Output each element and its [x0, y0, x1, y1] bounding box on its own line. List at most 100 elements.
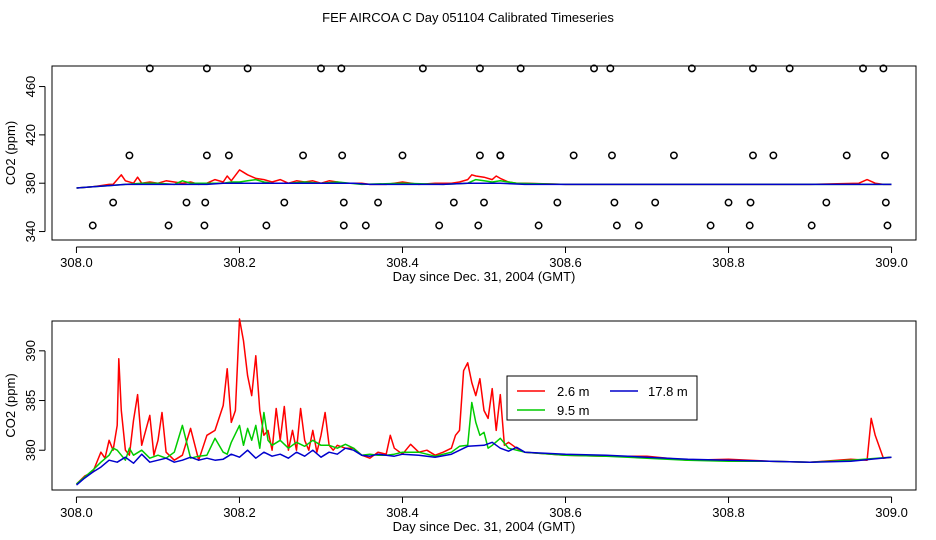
flagged-point-low-upper: [724, 198, 733, 207]
bottom-y-axis: 380 385 390: [23, 340, 46, 461]
flagged-point-mid: [475, 151, 484, 160]
top-panel: 308.0 308.2 308.4 308.6 308.8 309.0 340 380 420…: [3, 64, 917, 284]
flagged-point-mid: [881, 151, 889, 160]
flagged-point-low-upper: [746, 198, 755, 207]
flagged-point-low: [634, 221, 643, 230]
flagged-point-low: [807, 221, 816, 230]
flagged-point-low-upper: [480, 198, 488, 207]
flagged-point-low-upper: [553, 198, 562, 207]
flagged-point-high: [687, 64, 696, 73]
flagged-point-mid: [299, 151, 307, 160]
flagged-point-low-upper: [610, 198, 619, 207]
flagged-point-mid: [569, 151, 578, 160]
flagged-point-high: [590, 64, 598, 73]
top-x-axis-label: Day since Dec. 31, 2004 (GMT): [393, 269, 576, 284]
top-flagged-points: [88, 64, 892, 230]
flagged-point-low: [361, 221, 370, 230]
flagged-point-high: [516, 64, 525, 73]
flagged-point-high: [243, 64, 252, 73]
flagged-point-low: [612, 221, 621, 230]
flagged-point-low-upper: [822, 198, 831, 207]
bottom-x-tick-label: 309.0: [875, 505, 908, 520]
legend-label-17-8m: 17.8 m: [648, 384, 688, 399]
flagged-point-low-upper: [109, 198, 118, 207]
flagged-point-low: [706, 221, 715, 230]
top-y-axis-label: CO2 (ppm): [3, 121, 18, 185]
flagged-point-low: [164, 221, 173, 230]
flagged-point-high: [879, 64, 888, 73]
bottom-x-tick-label: 308.2: [223, 505, 256, 520]
flagged-point-low-upper: [201, 198, 210, 207]
bottom-y-axis-label: CO2 (ppm): [3, 373, 18, 437]
flagged-point-low-upper: [339, 198, 348, 207]
flagged-point-high: [202, 64, 211, 73]
bottom-panel: 308.0 308.2 308.4 308.6 308.8 309.0 380 385 390…: [3, 318, 917, 534]
top-y-axis: 340 380 420 460: [23, 76, 46, 243]
legend-label-9-5m: 9.5 m: [557, 403, 590, 418]
flagged-point-mid: [749, 151, 757, 160]
flagged-point-mid: [842, 151, 851, 160]
flagged-point-low: [474, 221, 483, 230]
flagged-point-mid: [496, 151, 505, 160]
bottom-x-tick-label: 308.8: [712, 505, 745, 520]
flagged-point-low-upper: [651, 198, 660, 207]
top-y-tick-label: 340: [23, 221, 38, 243]
bottom-x-tick-label: 308.6: [549, 505, 582, 520]
flagged-point-high: [337, 64, 346, 73]
top-x-tick-label: 308.6: [549, 255, 582, 270]
legend-label-2-6m: 2.6 m: [557, 384, 590, 399]
legend: 2.6 m 9.5 m 17.8 m: [506, 375, 698, 421]
top-x-tick-label: 308.0: [60, 255, 93, 270]
bottom-x-tick-label: 308.4: [386, 505, 419, 520]
bottom-x-tick-label: 308.0: [60, 505, 93, 520]
flagged-point-high: [749, 64, 757, 73]
flagged-point-high: [475, 64, 484, 73]
top-y-tick-label: 420: [23, 124, 38, 146]
flagged-point-high: [317, 64, 325, 73]
flagged-point-high: [145, 64, 154, 73]
flagged-point-low: [200, 221, 209, 230]
flagged-point-mid: [202, 151, 211, 160]
flagged-point-high: [785, 64, 794, 73]
flagged-point-mid: [398, 151, 407, 160]
bottom-y-tick-label: 380: [23, 439, 38, 461]
flagged-point-low: [534, 221, 543, 230]
flagged-point-mid: [224, 151, 233, 160]
top-plot-frame: [51, 65, 917, 241]
top-y-tick-label: 380: [23, 172, 38, 194]
bottom-x-axis-label: Day since Dec. 31, 2004 (GMT): [393, 519, 576, 534]
top-x-tick-label: 308.2: [223, 255, 256, 270]
flagged-point-low-upper: [374, 198, 382, 207]
flagged-point-mid: [669, 151, 678, 160]
flagged-point-low-upper: [449, 198, 458, 207]
flagged-point-low: [883, 221, 892, 230]
top-x-tick-label: 309.0: [875, 255, 908, 270]
flagged-point-low: [745, 221, 754, 230]
legend-box: [506, 375, 698, 421]
bottom-y-tick-label: 390: [23, 340, 38, 362]
flagged-point-low-upper: [182, 198, 191, 207]
bottom-series-line-17-8-m: [76, 441, 892, 486]
top-series-lines: [76, 169, 892, 189]
flagged-point-low: [435, 221, 444, 230]
flagged-point-high: [859, 64, 867, 73]
flagged-point-low: [339, 221, 348, 230]
figure-title: FEF AIRCOA C Day 051104 Calibrated Times…: [322, 10, 614, 25]
flagged-point-mid: [338, 151, 347, 160]
top-x-tick-label: 308.4: [386, 255, 419, 270]
flagged-point-high: [606, 64, 615, 73]
flagged-point-mid: [608, 151, 616, 160]
top-series-line-17-8-m: [76, 182, 892, 189]
flagged-point-low: [88, 221, 97, 230]
bottom-series-lines: [75, 318, 892, 486]
top-x-tick-label: 308.8: [712, 255, 745, 270]
top-y-tick-label: 460: [23, 76, 38, 98]
top-x-axis: 308.0 308.2 308.4 308.6 308.8 309.0: [60, 246, 908, 270]
bottom-y-tick-label: 385: [23, 390, 38, 412]
flagged-point-mid: [125, 151, 134, 160]
flagged-point-low: [262, 221, 271, 230]
flagged-point-low-upper: [280, 198, 289, 207]
bottom-series-line-9-5-m: [76, 401, 892, 485]
flagged-point-mid: [769, 151, 778, 160]
